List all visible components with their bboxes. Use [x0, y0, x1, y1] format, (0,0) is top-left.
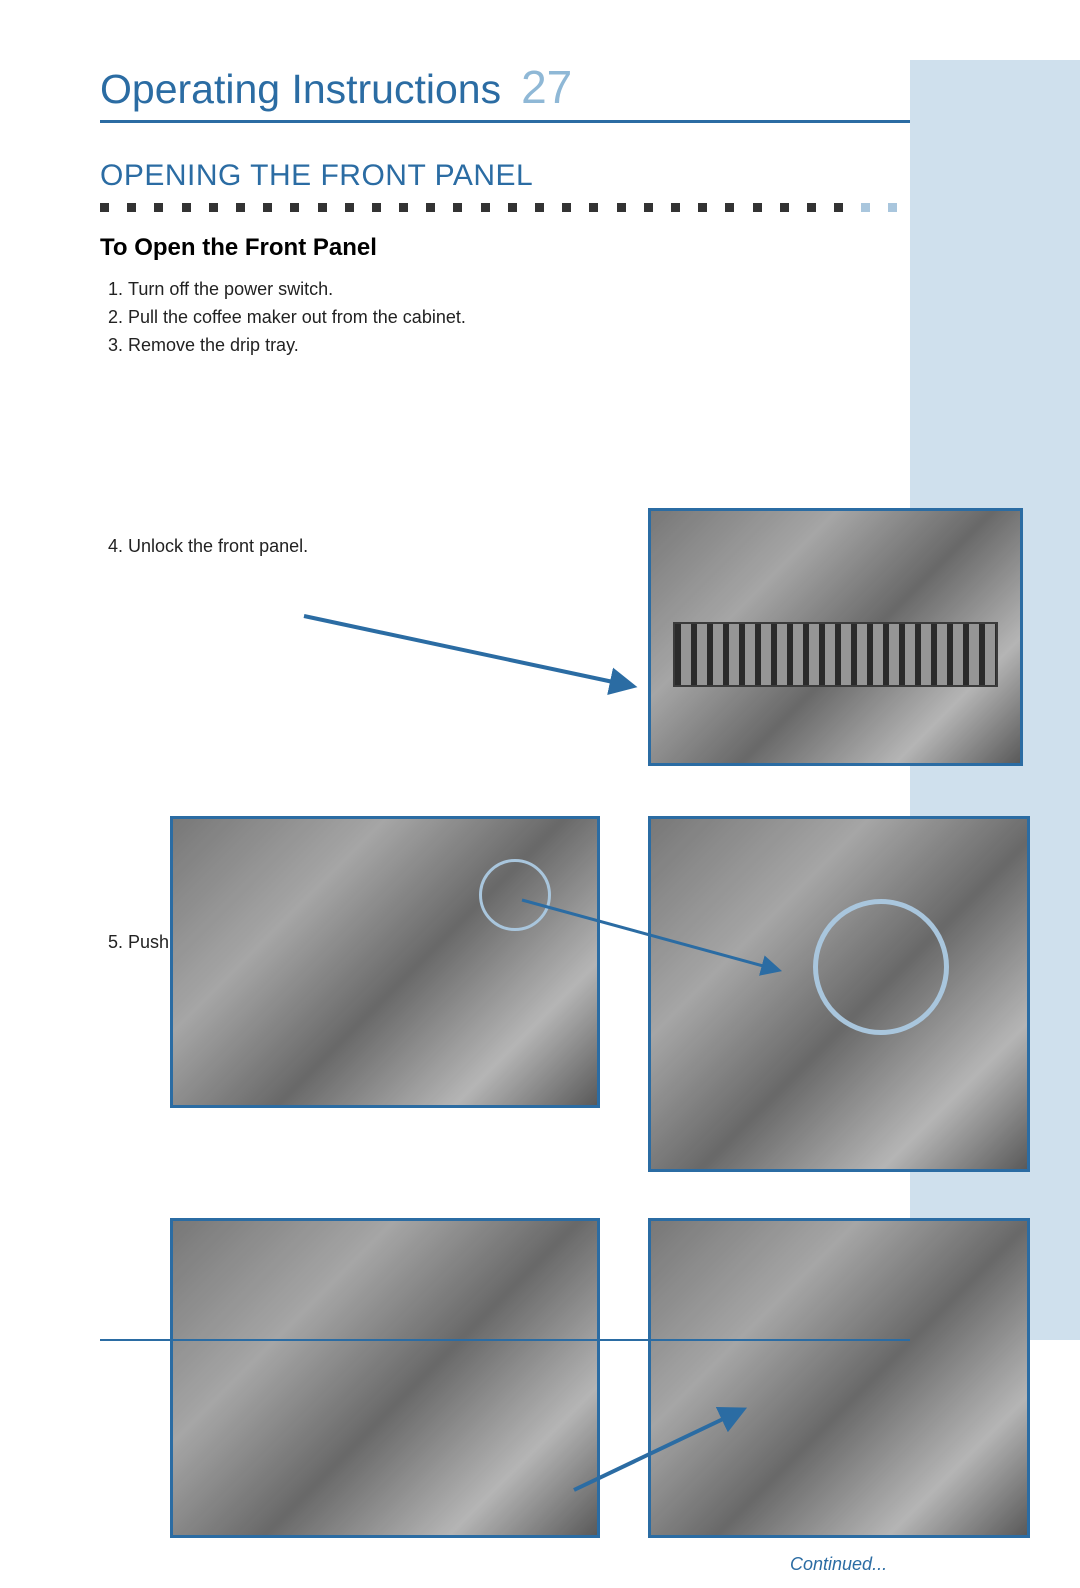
- divider-dot: [861, 203, 870, 212]
- figure-drip-tray: [648, 508, 1023, 766]
- lock-highlight-circle-small: [479, 859, 551, 931]
- divider-dot: [453, 203, 462, 212]
- divider-dot: [617, 203, 626, 212]
- divider-dot: [562, 203, 571, 212]
- lock-highlight-circle-large: [813, 899, 949, 1035]
- divider-dot: [209, 203, 218, 212]
- divider-dot: [182, 203, 191, 212]
- divider-dot: [426, 203, 435, 212]
- divider-dot: [481, 203, 490, 212]
- divider-dot: [318, 203, 327, 212]
- header-rule: [100, 120, 930, 123]
- instruction-step: Remove the drip tray.: [128, 332, 1020, 358]
- figure-panel-open: [170, 1218, 600, 1538]
- divider-dot: [753, 203, 762, 212]
- divider-dot: [644, 203, 653, 212]
- footer-rule: [100, 1339, 910, 1341]
- divider-dot: [508, 203, 517, 212]
- instruction-step: Turn off the power switch.: [128, 276, 1020, 302]
- continued-label: Continued...: [790, 1554, 887, 1575]
- divider-dot: [589, 203, 598, 212]
- divider-dot: [834, 203, 843, 212]
- divider-dot: [290, 203, 299, 212]
- divider-dot: [345, 203, 354, 212]
- manual-page: Operating Instructions 27 OPENING THE FR…: [0, 0, 1080, 1397]
- divider-dot: [698, 203, 707, 212]
- divider-dot: [888, 203, 897, 212]
- figure-release-button: [648, 1218, 1030, 1538]
- divider-dot: [372, 203, 381, 212]
- divider-dot: [671, 203, 680, 212]
- dotted-divider: [100, 203, 1020, 212]
- divider-dot: [535, 203, 544, 212]
- divider-dot: [263, 203, 272, 212]
- divider-dot: [725, 203, 734, 212]
- divider-dot: [154, 203, 163, 212]
- subsection-heading: To Open the Front Panel: [100, 234, 1020, 262]
- divider-dot: [399, 203, 408, 212]
- page-number: 27: [521, 60, 572, 114]
- figure-front-lock: [170, 816, 600, 1108]
- page-header: Operating Instructions 27: [100, 60, 1020, 114]
- instruction-step: Pull the coffee maker out from the cabin…: [128, 304, 1020, 330]
- divider-dot: [236, 203, 245, 212]
- divider-dot: [127, 203, 136, 212]
- header-title: Operating Instructions: [100, 66, 501, 113]
- section-title: OPENING THE FRONT PANEL: [100, 159, 1020, 193]
- body-block: Turn off the power switch.Pull the coffe…: [100, 276, 1020, 955]
- figure-key-closeup: [648, 816, 1030, 1172]
- divider-dot: [807, 203, 816, 212]
- divider-dot: [100, 203, 109, 212]
- divider-dot: [780, 203, 789, 212]
